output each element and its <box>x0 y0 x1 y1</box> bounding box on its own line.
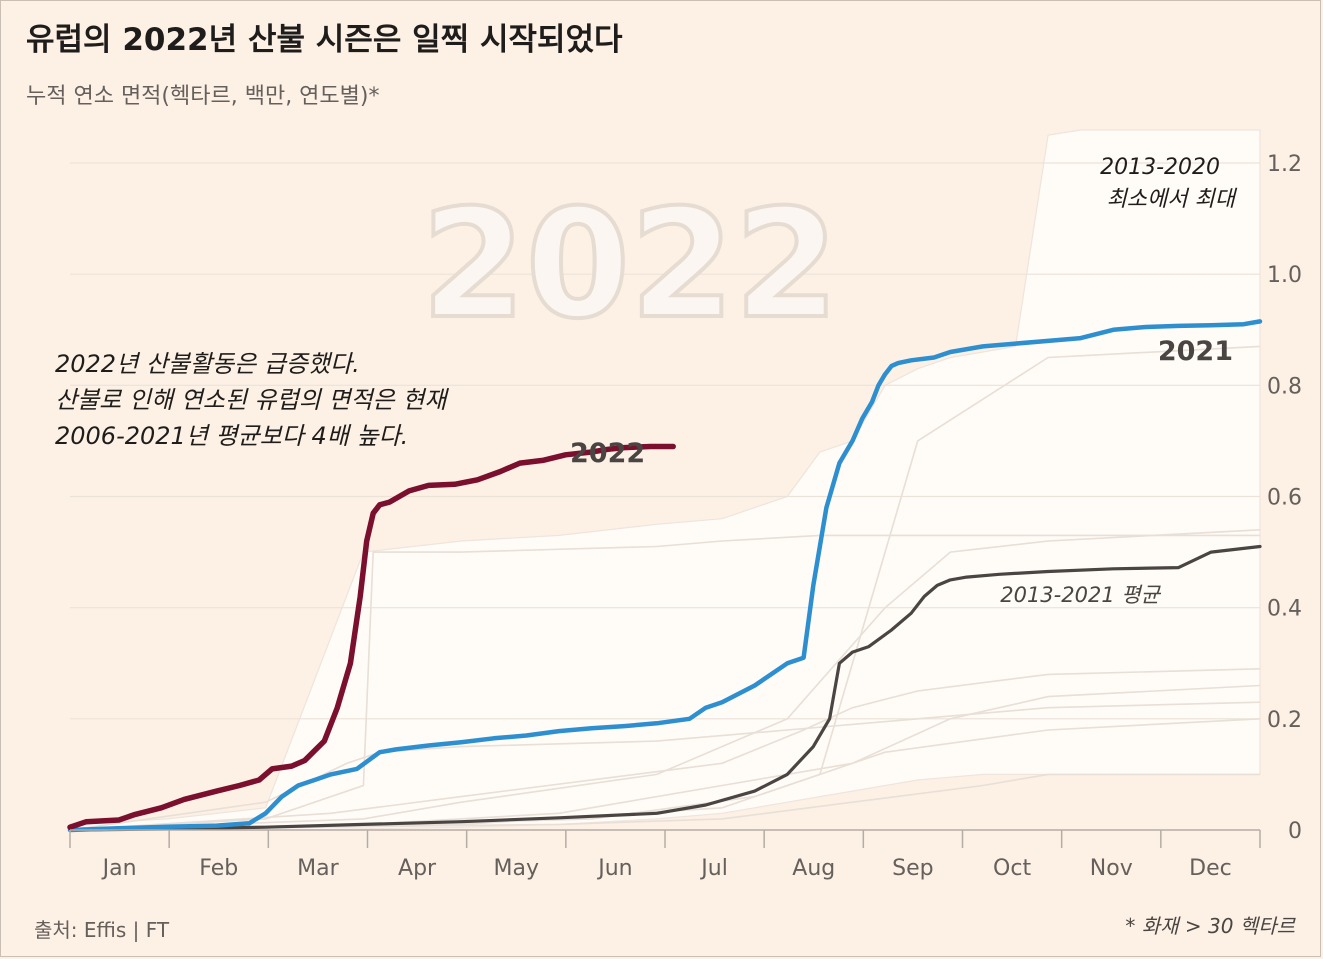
chart-title: 유럽의 2022년 산불 시즌은 일찍 시작되었다 <box>26 22 623 58</box>
annotation-line-2: 산불로 인해 연소된 유럽의 면적은 현재 <box>55 386 449 414</box>
x-tick-label: Aug <box>792 856 835 881</box>
x-tick-label: Mar <box>297 856 339 881</box>
x-tick-label: Jun <box>596 856 632 881</box>
annotation-line-1: 2022년 산불활동은 급증했다. <box>55 350 360 378</box>
series-2022-label: 2022 <box>570 438 645 469</box>
annotation-line-3: 2006-2021년 평균보다 4배 높다. <box>55 422 408 450</box>
y-tick-label: 1.2 <box>1267 152 1302 177</box>
series-layer <box>67 319 1263 833</box>
x-tick-label: Jan <box>101 856 137 881</box>
x-tick-label: Sep <box>892 856 933 881</box>
year-watermark: 2022 <box>421 178 838 352</box>
other-year-line <box>69 773 1260 831</box>
series-average-line <box>68 544 1262 832</box>
other-year-line <box>69 345 1261 831</box>
x-tick-label: Jul <box>699 856 728 881</box>
series-2021-label: 2021 <box>1158 336 1233 367</box>
range-label-years: 2013-2020 <box>1100 155 1220 180</box>
x-tick-label: Nov <box>1090 856 1133 881</box>
axes-layer: 0 0.2 0.4 0.6 0.8 1.0 1.2 Jan Feb Mar Apr May Jun Jul… <box>69 152 1302 881</box>
grid-layer <box>70 162 1260 720</box>
other-year-line <box>69 529 1261 831</box>
y-tick-label: 0.2 <box>1267 708 1302 733</box>
x-tick-label: Dec <box>1189 856 1232 881</box>
series-2021-line <box>67 319 1263 833</box>
y-tick-label: 0.4 <box>1267 597 1302 622</box>
series-2022-line <box>67 443 676 830</box>
chart-subtitle: 누적 연소 면적(헥타르, 백만, 연도별)* <box>26 84 380 109</box>
x-tick-label: May <box>494 856 539 881</box>
annotation-layer: 2022년 산불활동은 급증했다. 산불로 인해 연소된 유럽의 면적은 현재 20… <box>55 155 1238 607</box>
y-tick-label: 0.8 <box>1267 374 1302 399</box>
x-tick-label: Feb <box>199 856 238 881</box>
x-tick-label: Oct <box>993 856 1031 881</box>
footnote: * 화재 > 30 헥타르 <box>1125 914 1295 938</box>
y-tick-label: 0 <box>1288 819 1302 844</box>
source-note: 출처: Effis | FT <box>34 918 170 942</box>
x-tick-label: Apr <box>398 856 437 881</box>
y-tick-label: 0.6 <box>1267 486 1302 511</box>
y-tick-label: 1.0 <box>1267 263 1302 288</box>
range-label-text: 최소에서 최대 <box>1107 187 1238 212</box>
average-label: 2013-2021 평균 <box>1000 583 1161 607</box>
other-year-line <box>69 534 1260 831</box>
other-year-line <box>69 668 1261 831</box>
